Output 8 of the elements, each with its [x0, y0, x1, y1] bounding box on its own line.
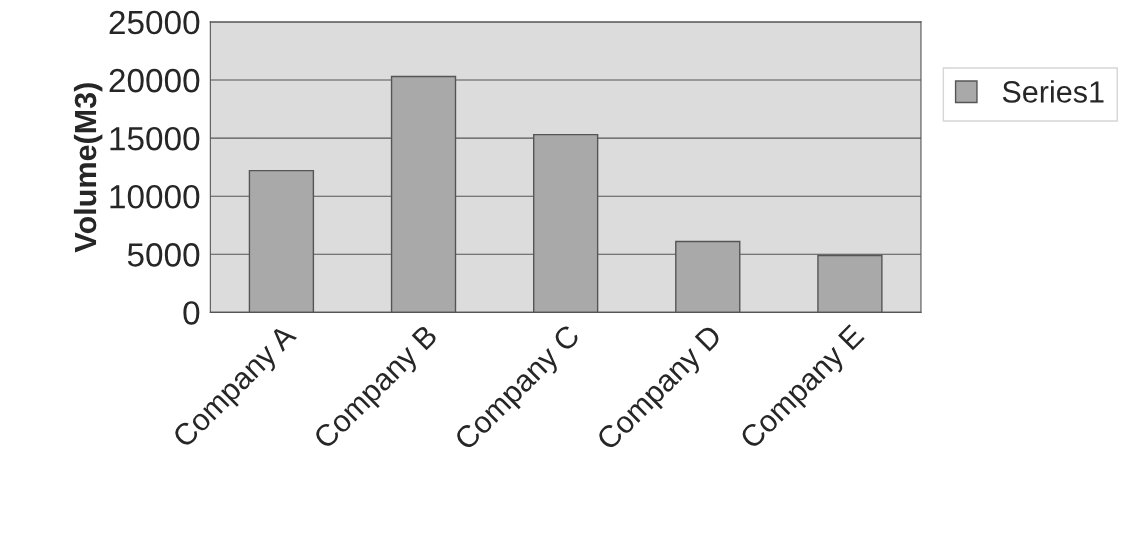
- y-axis-title: Volume(M3): [73, 83, 103, 253]
- y-tick-label: 10000: [110, 184, 200, 209]
- y-tick-label: 5000: [127, 243, 200, 267]
- y-tick-label: 0: [183, 301, 200, 325]
- legend-label: Series1: [1002, 80, 1104, 103]
- y-tick-label: 20000: [109, 68, 200, 93]
- y-tick-label: 25000: [109, 10, 200, 35]
- y-tick-label: 15000: [110, 126, 200, 151]
